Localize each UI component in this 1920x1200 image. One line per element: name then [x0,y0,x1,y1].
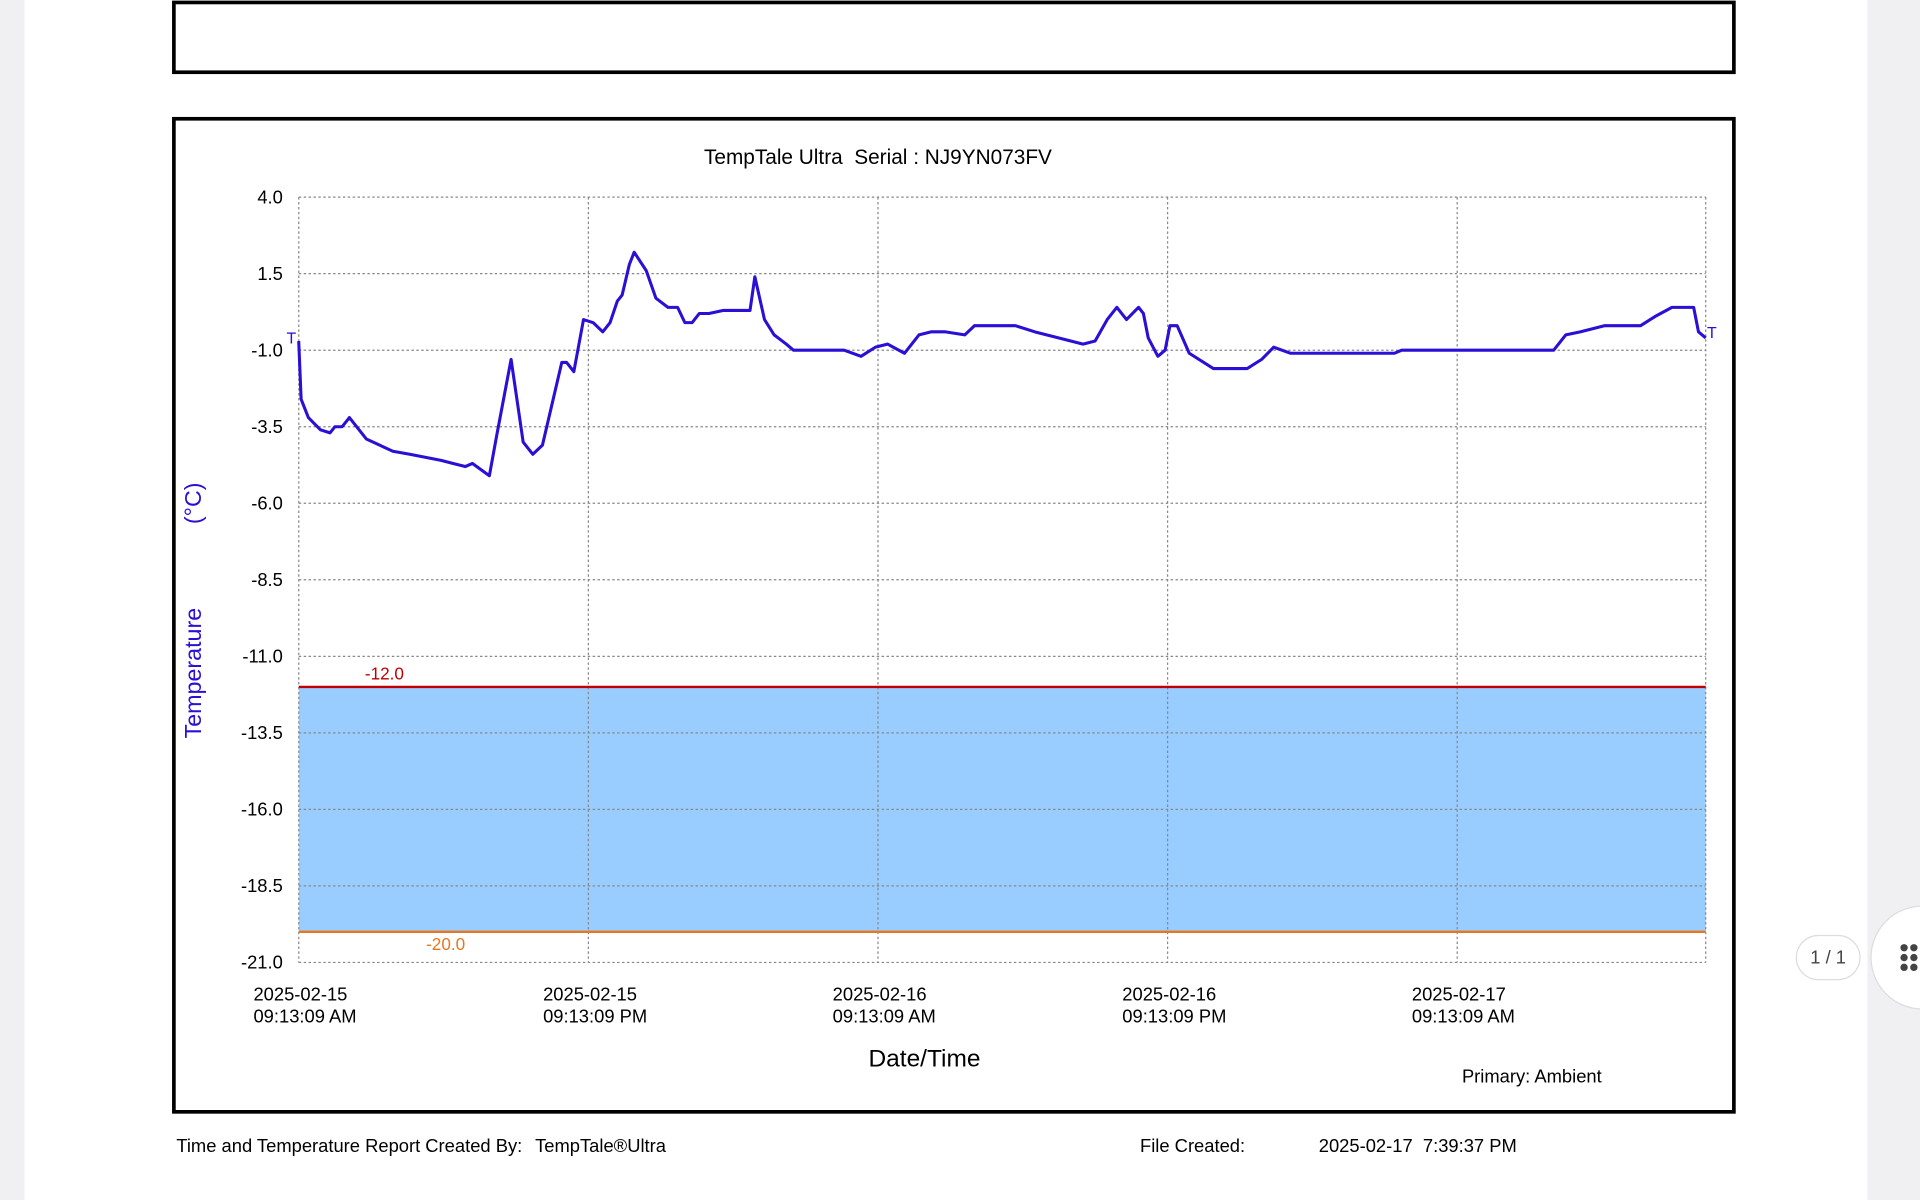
y-tick-label: -3.5 [251,416,283,437]
temperature-line [297,250,1707,478]
x-tick-label: 2025-02-16 [1122,983,1216,1004]
threshold-label: -12.0 [365,664,404,684]
threshold-label: -20.0 [426,934,465,954]
x-axis-label: Date/Time [869,1046,981,1073]
y-tick-label: -16.0 [241,799,283,820]
x-tick-label: 2025-02-17 [1412,983,1506,1004]
x-tick-label: 2025-02-15 [253,983,347,1004]
x-tick-label: 09:13:09 AM [1412,1005,1515,1026]
menu-icon [1900,944,1918,972]
footer-file-created: 2025-02-17 7:39:37 PM [1319,1135,1517,1156]
x-tick-label: 09:13:09 AM [833,1005,936,1026]
y-tick-label: -1.0 [251,339,283,360]
x-tick-label: 09:13:09 PM [543,1005,647,1026]
footer-product: TempTale®Ultra [535,1135,667,1156]
end-marker: T [1707,325,1717,342]
y-tick-label: -13.5 [241,722,283,743]
footer-created-by: Time and Temperature Report Created By: [176,1135,522,1156]
end-marker: T [286,330,296,347]
y-axis-label: Temperature [180,608,206,739]
x-tick-label: 2025-02-16 [833,983,927,1004]
y-tick-label: 4.0 [257,186,283,207]
header-box [172,0,1736,75]
x-tick-label: 2025-02-15 [543,983,637,1004]
x-tick-label: 09:13:09 AM [253,1005,356,1026]
footer-file-created-label: File Created: [1140,1135,1245,1156]
page-indicator: 1 / 1 [1810,947,1846,968]
chart-title: TempTale Ultra Serial : NJ9YN073FV [704,146,1052,169]
y-tick-label: -18.5 [241,875,283,896]
x-tick-label: 09:13:09 PM [1122,1005,1226,1026]
y-tick-label: 1.5 [257,263,283,284]
menu-button[interactable] [1870,905,1920,1010]
y-tick-label: -21.0 [241,952,283,973]
legend-text: Primary: Ambient [1462,1065,1602,1086]
chart-frame [172,116,1736,1114]
document-page [24,0,1868,1200]
page-indicator-pill [1795,934,1861,981]
y-axis-unit: (°C) [180,483,206,525]
y-tick-label: -6.0 [251,492,283,513]
y-tick-label: -8.5 [251,569,283,590]
y-tick-label: -11.0 [242,645,282,666]
